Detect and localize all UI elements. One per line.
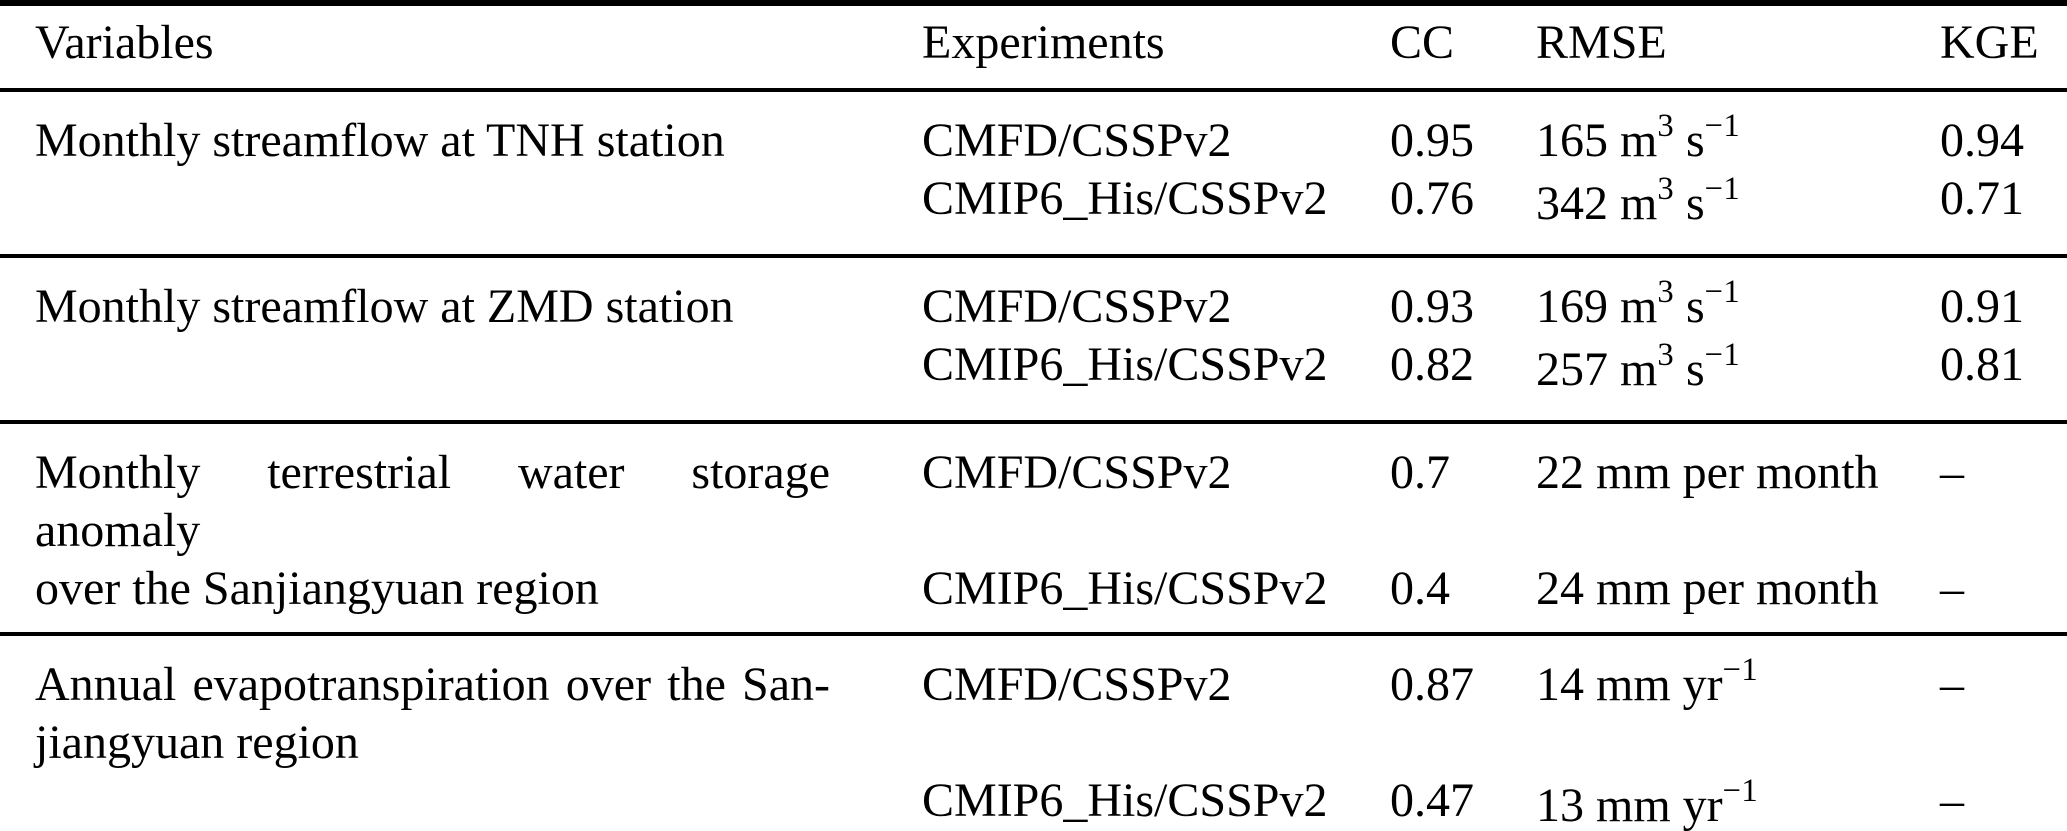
superscript: 3 <box>1657 273 1674 310</box>
col-header-rmse: RMSE <box>1536 16 1667 69</box>
rmse-cell: 169 m3 s−1 257 m3 s−1 <box>1536 256 1940 422</box>
superscript: −1 <box>1704 107 1741 144</box>
kge-value: 0.91 <box>1940 280 2024 333</box>
experiment-cell: CMFD/CSSPv2 CMIP6_His/CSSPv2 <box>922 90 1390 256</box>
superscript: −1 <box>1704 273 1741 310</box>
unit-text: s <box>1673 280 1705 333</box>
rmse-cell: 22 mm per month 24 mm per month <box>1536 422 1940 634</box>
variable-cell: Annual evapotranspiration over the San-j… <box>0 634 922 831</box>
rmse-cell: 165 m3 s−1 342 m3 s−1 <box>1536 90 1940 256</box>
cc-cell: 0.95 0.76 <box>1390 90 1536 256</box>
table-body: Monthly streamflow at TNH station CMFD/CS… <box>0 90 2067 831</box>
kge-cell: – – <box>1940 422 2067 634</box>
superscript: 3 <box>1657 170 1674 207</box>
unit-text: 169 m <box>1536 280 1658 333</box>
table-row-group: Monthly streamflow at TNH station CMFD/CS… <box>0 90 2067 256</box>
cc-value: 0.95 <box>1390 114 1474 167</box>
table-row-group: Monthly streamflow at ZMD station CMFD/CS… <box>0 256 2067 422</box>
rmse-value: 257 m3 s−1 <box>1536 337 1940 404</box>
cc-cell: 0.87 0.47 <box>1390 634 1536 831</box>
kge-value: – <box>1940 774 1964 827</box>
cc-value: 0.47 <box>1390 774 1474 827</box>
table-header: Variables Experiments CC RMSE KGE <box>0 3 2067 90</box>
kge-cell: 0.94 0.71 <box>1940 90 2067 256</box>
rmse-value: 169 m3 s−1 <box>1536 274 1940 341</box>
unit-text: 165 m <box>1536 114 1658 167</box>
kge-value: 0.71 <box>1940 172 2024 225</box>
variable-text: Monthly streamflow at ZMD station <box>35 280 734 333</box>
variable-text: Annual evapotranspiration over the San- <box>35 658 830 711</box>
unit-text: 257 m <box>1536 343 1658 396</box>
superscript: −1 <box>1704 170 1741 207</box>
cc-value: 0.82 <box>1390 338 1474 391</box>
experiment-value: CMIP6_His/CSSPv2 <box>922 172 1328 225</box>
superscript: −1 <box>1722 651 1759 688</box>
experiment-value: CMIP6_His/CSSPv2 <box>922 338 1328 391</box>
kge-value: 0.94 <box>1940 114 2024 167</box>
experiment-cell: CMFD/CSSPv2 CMIP6_His/CSSPv2 <box>922 422 1390 634</box>
table-row-group: Monthly terrestrial water storage anomal… <box>0 422 2067 634</box>
unit-text: 24 mm per month <box>1536 562 1879 615</box>
col-header-experiments: Experiments <box>922 16 1165 69</box>
col-header-kge: KGE <box>1940 16 2039 69</box>
kge-cell: 0.91 0.81 <box>1940 256 2067 422</box>
experiment-value: CMFD/CSSPv2 <box>922 658 1232 711</box>
experiment-value: CMFD/CSSPv2 <box>922 114 1232 167</box>
rmse-value: 14 mm yr−1 <box>1536 652 1940 719</box>
cc-value: 0.87 <box>1390 658 1474 711</box>
kge-value: – <box>1940 658 1964 711</box>
kge-value: 0.81 <box>1940 338 2024 391</box>
variable-text: Monthly streamflow at TNH station <box>35 114 725 167</box>
unit-text: 14 mm yr <box>1536 658 1723 711</box>
variable-text: over the Sanjiangyuan region <box>35 562 599 615</box>
kge-value: – <box>1940 562 1964 615</box>
superscript: 3 <box>1657 336 1674 373</box>
cc-value: 0.93 <box>1390 280 1474 333</box>
unit-text: s <box>1673 114 1705 167</box>
unit-text: s <box>1673 177 1705 230</box>
unit-text: 13 mm yr <box>1536 779 1723 831</box>
rmse-value: 165 m3 s−1 <box>1536 108 1940 175</box>
rmse-value: 22 mm per month <box>1536 444 1940 502</box>
rmse-value: 24 mm per month <box>1536 560 1940 618</box>
unit-text: 342 m <box>1536 177 1658 230</box>
kge-value: – <box>1940 446 1964 499</box>
col-header-variables: Variables <box>35 16 214 69</box>
col-header-cc: CC <box>1390 16 1455 69</box>
variable-text: Monthly terrestrial water storage anomal… <box>35 446 830 557</box>
experiment-value: CMFD/CSSPv2 <box>922 446 1232 499</box>
superscript: 3 <box>1657 107 1674 144</box>
variable-cell: Monthly terrestrial water storage anomal… <box>0 422 922 634</box>
cc-value: 0.4 <box>1390 562 1450 615</box>
experiment-value: CMIP6_His/CSSPv2 <box>922 774 1328 827</box>
header-row: Variables Experiments CC RMSE KGE <box>0 3 2067 90</box>
superscript: −1 <box>1704 336 1741 373</box>
table-row-group: Annual evapotranspiration over the San-j… <box>0 634 2067 831</box>
variable-cell: Monthly streamflow at ZMD station <box>0 256 922 422</box>
unit-text: s <box>1673 343 1705 396</box>
cc-value: 0.76 <box>1390 172 1474 225</box>
variable-text: jiangyuan region <box>35 716 359 769</box>
variable-cell: Monthly streamflow at TNH station <box>0 90 922 256</box>
experiment-cell: CMFD/CSSPv2 CMIP6_His/CSSPv2 <box>922 634 1390 831</box>
cc-cell: 0.7 0.4 <box>1390 422 1536 634</box>
cc-cell: 0.93 0.82 <box>1390 256 1536 422</box>
rmse-value: 13 mm yr−1 <box>1536 773 1940 831</box>
rmse-cell: 14 mm yr−1 13 mm yr−1 <box>1536 634 1940 831</box>
superscript: −1 <box>1722 772 1759 809</box>
cc-value: 0.7 <box>1390 446 1450 499</box>
experiment-value: CMIP6_His/CSSPv2 <box>922 562 1328 615</box>
rmse-value: 342 m3 s−1 <box>1536 171 1940 238</box>
experiment-value: CMFD/CSSPv2 <box>922 280 1232 333</box>
experiment-cell: CMFD/CSSPv2 CMIP6_His/CSSPv2 <box>922 256 1390 422</box>
unit-text: 22 mm per month <box>1536 446 1879 499</box>
kge-cell: – – <box>1940 634 2067 831</box>
